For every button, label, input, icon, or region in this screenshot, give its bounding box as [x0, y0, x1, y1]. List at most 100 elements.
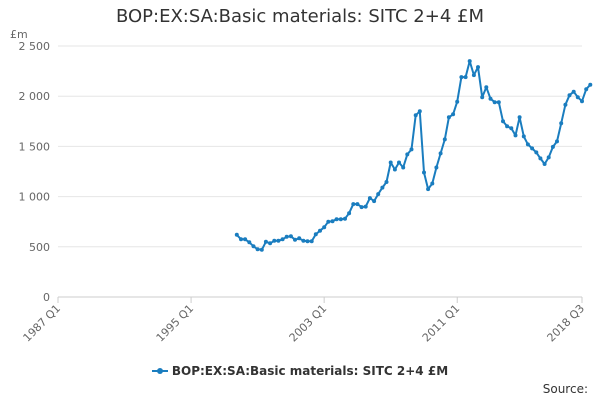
data-point — [413, 113, 418, 118]
data-point — [459, 75, 464, 80]
data-point — [334, 217, 339, 222]
data-point — [268, 241, 273, 246]
data-point — [251, 244, 256, 249]
data-point — [422, 170, 426, 175]
data-point — [496, 100, 501, 105]
data-point — [301, 238, 306, 243]
data-point — [239, 237, 243, 242]
data-point — [401, 165, 406, 170]
chart-title: BOP:EX:SA:Basic materials: SITC 2+4 £M — [115, 6, 485, 27]
data-point — [276, 238, 281, 243]
data-point — [409, 147, 414, 152]
data-point — [313, 232, 318, 237]
x-tick-label: 2011 Q1 — [420, 302, 463, 345]
source-label: Source: — [542, 382, 588, 396]
data-point — [426, 187, 431, 192]
data-point — [575, 95, 580, 100]
data-point — [330, 219, 335, 224]
data-point — [255, 247, 260, 252]
data-point — [571, 89, 576, 94]
data-point — [293, 237, 297, 242]
data-point — [243, 237, 248, 242]
data-point — [376, 192, 381, 197]
data-point — [263, 239, 268, 244]
data-point — [567, 93, 572, 98]
data-point — [347, 211, 352, 216]
data-point — [517, 115, 522, 120]
data-point — [480, 95, 485, 100]
x-tick-label: 1995 Q1 — [154, 302, 197, 345]
y-axis-unit-label: £m — [10, 28, 28, 41]
y-tick-label: 0 — [43, 291, 50, 304]
data-point — [534, 150, 539, 155]
data-point — [513, 133, 518, 138]
data-point — [442, 137, 447, 142]
data-point — [521, 134, 526, 139]
data-point — [288, 234, 293, 239]
data-point — [488, 96, 493, 101]
data-point — [380, 185, 385, 190]
x-tick-label: 1987 Q1 — [21, 302, 64, 345]
data-point — [326, 219, 331, 224]
data-point — [405, 152, 410, 157]
data-point — [259, 247, 264, 252]
legend[interactable]: BOP:EX:SA:Basic materials: SITC 2+4 £M — [0, 364, 600, 378]
data-point — [384, 180, 389, 184]
data-point — [355, 202, 360, 207]
data-point — [280, 237, 285, 242]
data-point — [234, 232, 239, 237]
data-point — [372, 199, 377, 204]
data-point — [359, 205, 364, 210]
data-point — [309, 239, 314, 244]
y-tick-label: 2 500 — [19, 40, 51, 53]
data-point — [438, 151, 443, 156]
data-point — [392, 167, 397, 172]
data-point — [305, 239, 310, 244]
data-point — [542, 162, 547, 166]
data-point — [555, 139, 559, 144]
data-point — [588, 82, 593, 87]
legend-label: BOP:EX:SA:Basic materials: SITC 2+4 £M — [171, 364, 449, 378]
data-point — [546, 155, 551, 160]
data-point — [351, 202, 356, 207]
series-line — [236, 60, 592, 251]
data-point — [367, 196, 372, 201]
data-point — [509, 126, 514, 131]
data-point — [318, 228, 322, 233]
data-point — [467, 59, 472, 64]
data-point — [322, 225, 327, 230]
data-point — [471, 73, 476, 78]
data-point — [363, 204, 368, 209]
legend-marker — [151, 366, 168, 376]
data-point — [501, 119, 505, 124]
data-point — [538, 156, 543, 161]
data-point — [492, 100, 497, 105]
data-point — [451, 112, 456, 117]
data-point — [505, 124, 510, 129]
data-point — [338, 217, 343, 222]
data-point — [584, 87, 589, 92]
data-point — [434, 165, 439, 170]
y-tick-label: 2 000 — [19, 90, 51, 103]
data-point — [446, 115, 451, 120]
y-tick-label: 1 500 — [19, 140, 51, 153]
data-point — [550, 144, 555, 149]
y-tick-label: 1 000 — [19, 191, 51, 204]
data-point — [388, 160, 393, 165]
legend-dot — [156, 368, 163, 374]
data-point — [343, 216, 347, 221]
data-point — [559, 121, 564, 126]
data-point — [297, 236, 302, 241]
data-point — [563, 102, 568, 107]
x-tick-label: 2018 Q3 — [545, 302, 588, 345]
y-tick-label: 500 — [29, 241, 50, 254]
data-point — [397, 160, 401, 165]
data-point — [484, 85, 489, 90]
data-point — [417, 109, 422, 114]
data-point — [530, 146, 535, 151]
data-point — [272, 238, 277, 243]
data-point — [430, 181, 435, 186]
x-tick-label: 2003 Q1 — [287, 302, 330, 345]
data-point — [463, 75, 468, 80]
